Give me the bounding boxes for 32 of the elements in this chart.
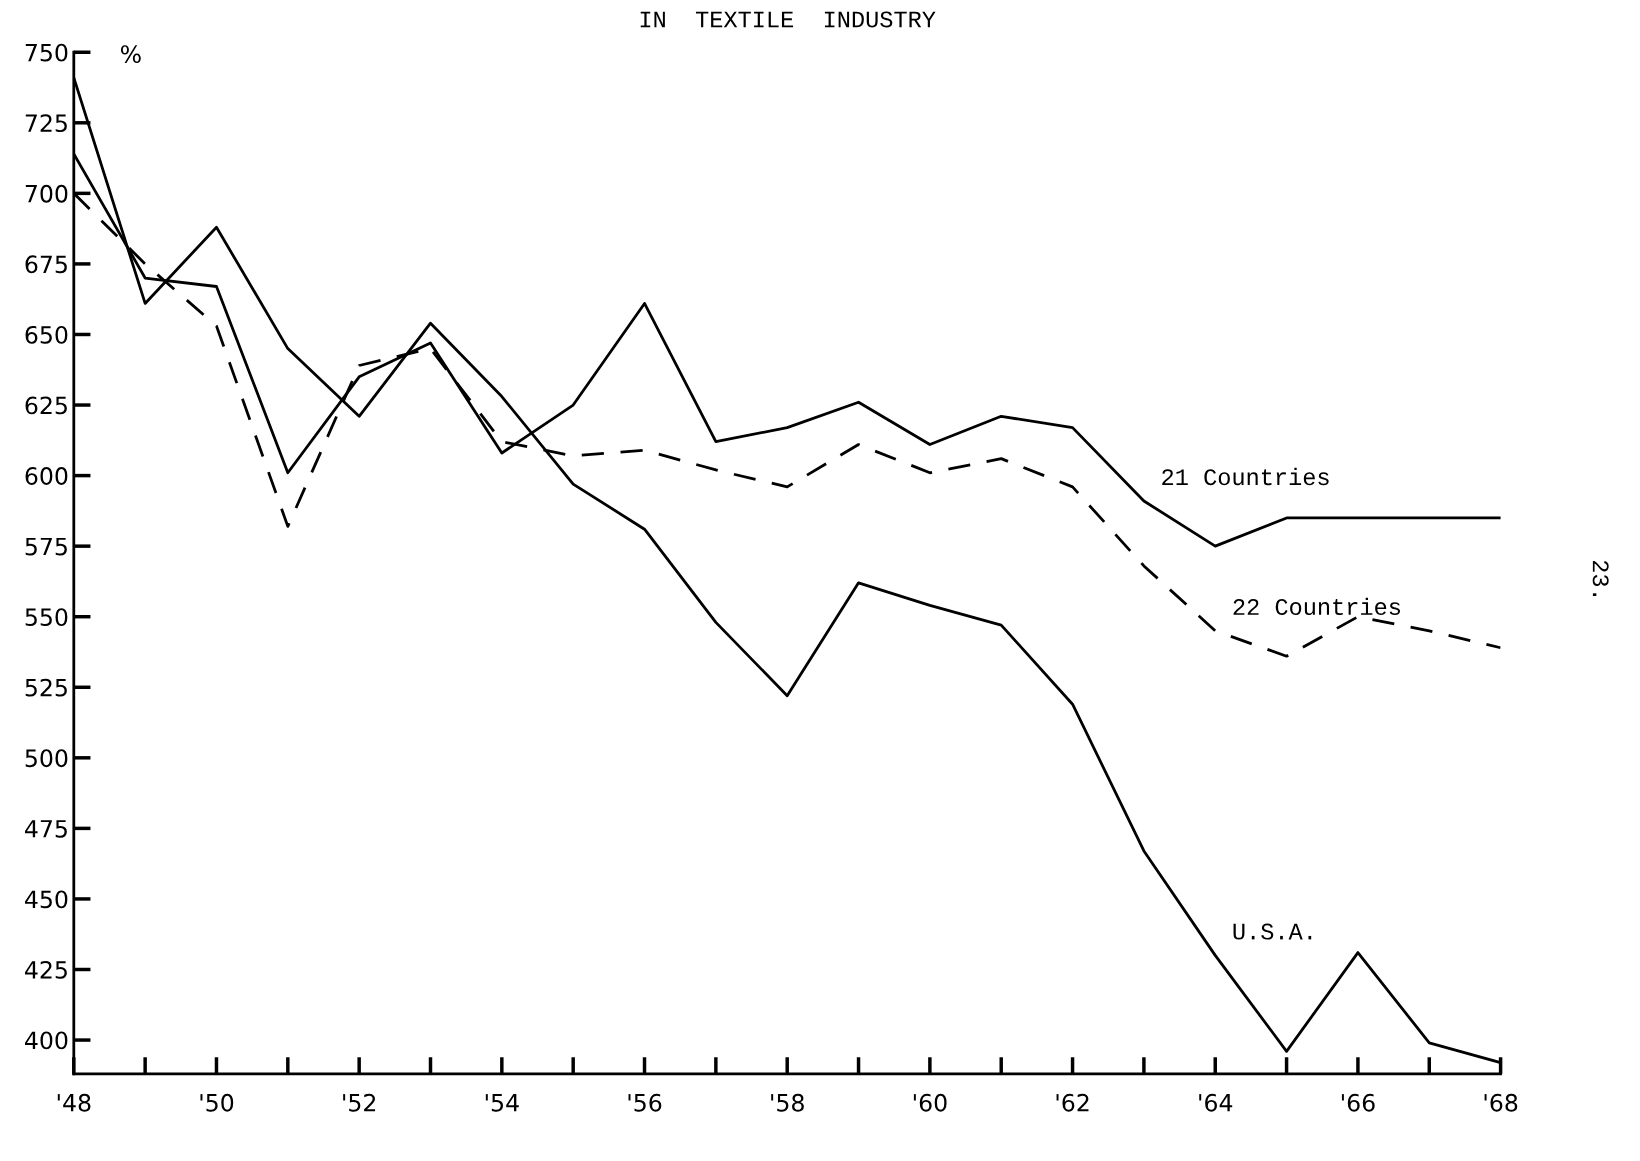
y-axis-title: % (120, 45, 141, 63)
y-tick-label: 575 (25, 537, 67, 556)
x-tick-label: '64 (1199, 1093, 1233, 1112)
x-tick-label: '66 (1341, 1093, 1375, 1112)
y-tick-label: 425 (25, 960, 67, 979)
series-label: U.S.A. (1233, 923, 1312, 940)
y-tick-label: 625 (25, 396, 67, 415)
x-tick-label: '58 (771, 1093, 804, 1112)
y-tick-label: 600 (25, 467, 68, 485)
x-tick-label: '52 (343, 1093, 376, 1112)
y-tick-label: 550 (25, 608, 68, 627)
y-tick-label: 750 (25, 43, 68, 62)
x-tick-label: '62 (1056, 1093, 1089, 1112)
y-tick-label: 725 (25, 114, 67, 133)
y-tick-label: 675 (25, 255, 67, 274)
y-tick-label: 450 (25, 890, 68, 909)
x-tick-label: '50 (200, 1093, 234, 1112)
y-tick-label: 700 (25, 184, 68, 203)
x-tick-label: '54 (485, 1094, 519, 1112)
x-tick-label: '68 (1484, 1093, 1518, 1112)
x-tick-label: '60 (913, 1093, 947, 1112)
series-label: 22 Countries (1233, 597, 1400, 616)
y-tick-label: 400 (25, 1031, 68, 1050)
y-tick-label: 475 (25, 820, 67, 838)
y-tick-label: 500 (25, 749, 68, 768)
x-tick-label: '48 (57, 1093, 91, 1112)
series-label: 21 Countries (1162, 467, 1329, 486)
x-tick-label: '56 (628, 1093, 662, 1112)
y-tick-label: 650 (25, 325, 68, 344)
chart-title: IN TEXTILE INDUSTRY (640, 11, 936, 28)
y-tick-label: 525 (25, 678, 67, 697)
text: 23. (1592, 560, 1609, 597)
